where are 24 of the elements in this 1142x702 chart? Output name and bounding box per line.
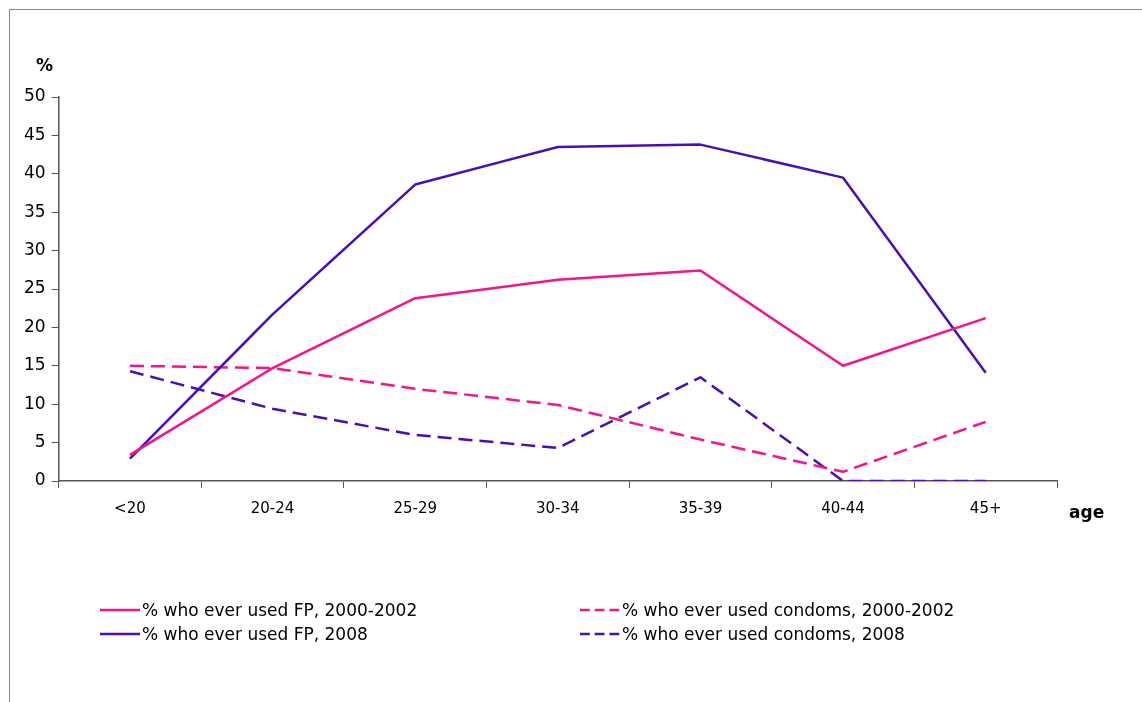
x-tick-label: 30-34	[536, 498, 580, 517]
y-tick-label: 40	[23, 162, 46, 183]
legend-label: % who ever used FP, 2000-2002	[142, 600, 418, 620]
y-tick-label: 20	[23, 315, 46, 336]
y-tick-label: 5	[34, 431, 46, 452]
legend-label: % who ever used condoms, 2008	[622, 624, 905, 644]
x-tick-label: 35-39	[678, 498, 723, 517]
legend-label: % who ever used condoms, 2000-2002	[622, 600, 955, 620]
y-tick-label: 25	[23, 277, 46, 298]
y-tick-label: 10	[23, 392, 46, 413]
x-tick-label: 45+	[969, 498, 1002, 517]
y-tick-label: 35	[23, 200, 46, 221]
x-axis-title: age	[1069, 502, 1105, 523]
x-tick-label: 40-44	[821, 498, 865, 517]
y-tick-label: 45	[23, 123, 46, 144]
y-tick-label: 0	[34, 469, 46, 490]
y-axis-title: %	[36, 54, 54, 75]
x-tick-label: <20	[114, 498, 146, 517]
x-tick-label: 20-24	[250, 498, 295, 517]
y-tick-label: 30	[23, 239, 46, 260]
y-tick-label: 50	[23, 85, 46, 106]
y-tick-label: 15	[23, 354, 46, 375]
legend-label: % who ever used FP, 2008	[142, 624, 368, 644]
x-tick-label: 25-29	[393, 498, 437, 517]
